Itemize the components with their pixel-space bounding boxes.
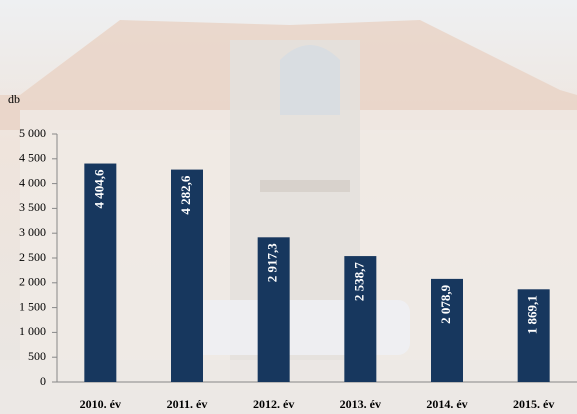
bar — [84, 163, 117, 382]
y-tick-label: 2 500 — [19, 250, 46, 264]
x-tick-label: 2015. év — [513, 397, 554, 411]
y-tick-label: 4 500 — [19, 151, 46, 165]
y-tick-label: 500 — [28, 349, 46, 363]
y-axis-label: db — [8, 92, 20, 106]
y-tick-label: 5 000 — [19, 126, 46, 140]
y-tick-label: 1 000 — [19, 324, 46, 338]
y-tick-label: 1 500 — [19, 299, 46, 313]
value-label: 1 869,1 — [525, 295, 540, 334]
y-tick-label: 2 000 — [19, 275, 46, 289]
value-label: 2 917,3 — [265, 243, 280, 283]
value-label: 4 282,6 — [178, 175, 193, 215]
bar — [517, 289, 550, 382]
value-label: 4 404,6 — [91, 169, 106, 209]
x-tick-label: 2011. év — [167, 397, 208, 411]
bar — [344, 256, 377, 382]
y-tick-label: 4 000 — [19, 175, 46, 189]
y-tick-label: 3 500 — [19, 200, 46, 214]
y-tick-label: 3 000 — [19, 225, 46, 239]
bar — [431, 278, 463, 382]
x-tick-label: 2010. év — [80, 397, 121, 411]
x-tick-label: 2012. év — [253, 397, 294, 411]
bar — [171, 169, 203, 382]
y-tick-label: 0 — [40, 374, 46, 388]
value-label: 2 078,9 — [438, 284, 453, 324]
value-label: 2 538,7 — [351, 262, 366, 302]
x-tick-label: 2014. év — [426, 397, 467, 411]
bar — [257, 237, 290, 382]
x-tick-label: 2013. év — [340, 397, 381, 411]
